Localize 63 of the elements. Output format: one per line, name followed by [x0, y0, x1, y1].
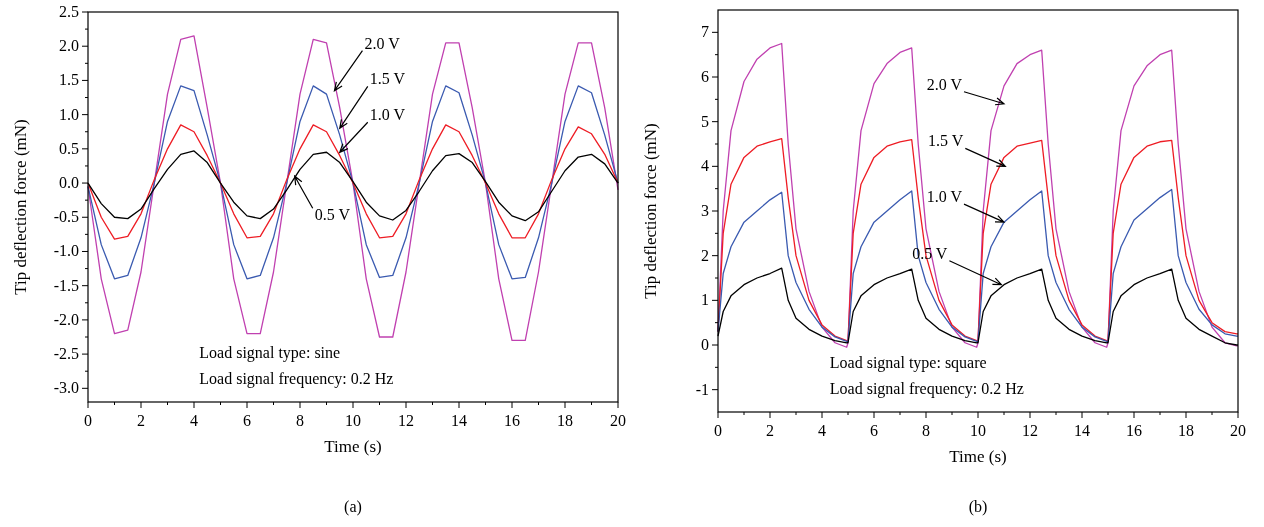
annotation: 1.0 V: [926, 188, 963, 206]
x-tick-label: 4: [818, 422, 826, 439]
y-tick-label: -2.5: [53, 345, 79, 363]
x-tick-label: 10: [345, 412, 361, 429]
line-series: [717, 137, 1239, 342]
x-tick-label: 6: [243, 412, 251, 429]
y-tick-label: 2: [701, 246, 709, 264]
y-tick-label: -2.0: [53, 310, 79, 328]
x-tick-label: 18: [557, 412, 573, 429]
y-tick-label: 1.5: [59, 71, 79, 89]
x-tick-label: 2: [766, 422, 774, 439]
annotation: Load signal type: square: [829, 354, 987, 372]
y-tick-label: 2.5: [59, 3, 79, 20]
x-tick-label: 18: [1178, 422, 1194, 439]
x-tick-label: 14: [1074, 422, 1090, 439]
annotation: Load signal frequency: 0.2 Hz: [199, 370, 394, 388]
x-tick-label: 4: [190, 412, 198, 429]
annotation: Load signal type: sine: [199, 344, 341, 362]
annotation: 1.5 V: [369, 70, 406, 88]
y-tick-label: 3: [701, 202, 709, 219]
x-tick-label: 6: [870, 422, 878, 439]
line-series: [717, 42, 1239, 348]
annotation: 1.5 V: [928, 132, 964, 150]
y-axis-title: Tip deflection force (mN): [11, 119, 30, 295]
text: (b): [968, 498, 988, 516]
x-tick-label: 2: [137, 412, 145, 429]
y-tick-label: 0.0: [59, 174, 79, 192]
annotation: Load signal frequency: 0.2 Hz: [829, 380, 1024, 398]
annotation: 1.0 V: [369, 106, 406, 124]
y-tick-label: -1: [695, 380, 709, 398]
y-tick-label: 2.0: [59, 37, 79, 55]
y-tick-label: 1.0: [59, 105, 79, 123]
x-tick-label: 16: [1126, 422, 1142, 439]
x-tick-label: 14: [451, 412, 467, 429]
y-tick-label: 7: [701, 23, 709, 41]
y-tick-label: -1.0: [53, 242, 79, 260]
x-tick-label: 10: [970, 422, 986, 439]
x-tick-label: 0: [84, 412, 92, 429]
y-tick-label: 0: [701, 336, 709, 353]
x-tick-label: 20: [1230, 422, 1246, 439]
annotation: 2.0 V: [926, 75, 963, 93]
x-tick-label: 12: [398, 412, 414, 429]
x-tick-label: 16: [504, 412, 520, 429]
y-tick-label: -0.5: [53, 208, 79, 226]
annotation: 2.0 V: [364, 34, 401, 52]
y-tick-label: 0.5: [59, 139, 79, 157]
y-tick-label: -1.5: [53, 276, 79, 294]
y-tick-label: 5: [701, 112, 709, 130]
x-tick-label: 20: [610, 412, 626, 429]
x-axis-title: Time (s): [949, 447, 1007, 466]
annotation: 0.5 V: [314, 206, 351, 224]
y-tick-label: 1: [701, 291, 709, 309]
y-axis-title: Tip deflection force (mN): [641, 123, 660, 299]
x-axis-title: Time (s): [324, 437, 382, 456]
y-tick-label: 6: [701, 68, 709, 85]
y-tick-label: -3.0: [53, 379, 79, 397]
x-tick-label: 8: [296, 412, 304, 429]
y-tick-label: 4: [701, 157, 709, 175]
x-tick-label: 0: [714, 422, 722, 439]
line-series: [717, 188, 1239, 343]
x-tick-label: 12: [1022, 422, 1038, 439]
text: (a): [344, 498, 362, 516]
x-tick-label: 8: [922, 422, 930, 439]
